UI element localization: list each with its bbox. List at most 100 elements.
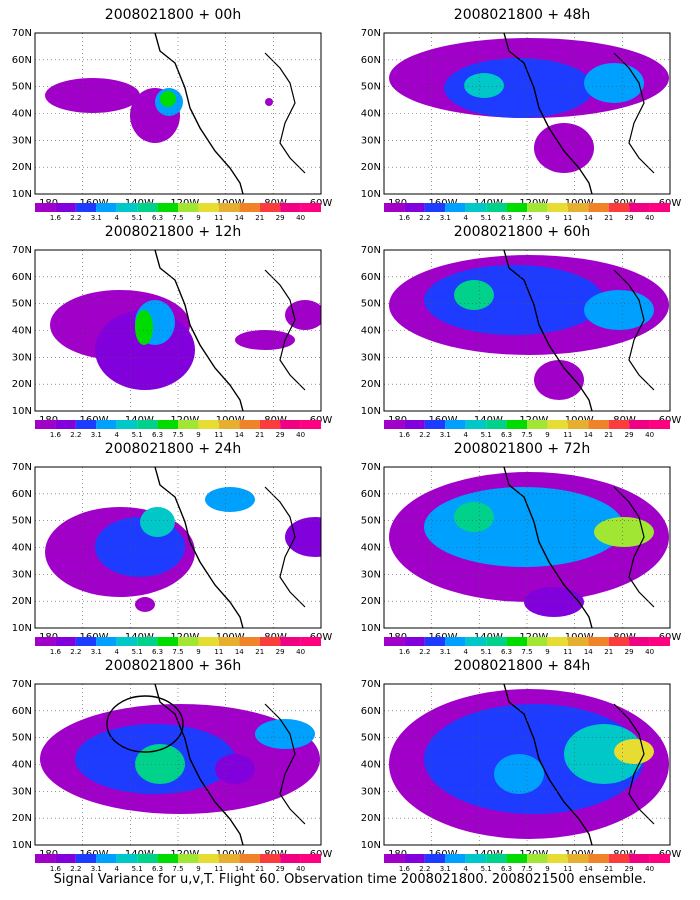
map-canvas: 10N20N30N40N50N60N70N180160W140W120W100W…	[361, 462, 682, 656]
colorbar-label: 14	[584, 865, 593, 873]
lat-label: 30N	[361, 135, 381, 146]
colorbar-swatch	[157, 637, 178, 646]
colorbar-label: 40	[296, 865, 305, 873]
variance-contour	[235, 330, 295, 350]
colorbar-label: 11	[563, 865, 572, 873]
colorbar-label: 1.6	[50, 431, 62, 439]
colorbar-swatch	[424, 637, 446, 646]
map-panel-36h: 2008021800 + 36h10N20N30N40N50N60N70N180…	[3, 658, 343, 876]
colorbar-swatch	[445, 854, 466, 863]
colorbar-swatch	[404, 637, 425, 646]
colorbar-label: 6.3	[501, 431, 512, 439]
colorbar-label: 6.3	[501, 214, 512, 222]
lat-label: 50N	[12, 299, 32, 310]
colorbar-swatch	[198, 203, 219, 212]
colorbar-swatch	[547, 854, 568, 863]
colorbar-swatch	[588, 854, 609, 863]
lon-label: 60W	[310, 198, 333, 209]
colorbar-label: 5.1	[481, 648, 492, 656]
coastline-west	[154, 684, 244, 845]
colorbar-label: 14	[235, 214, 244, 222]
map-frame	[383, 249, 671, 412]
colorbar-swatch	[486, 637, 507, 646]
colorbar-swatch	[404, 854, 425, 863]
contour-fill	[45, 33, 306, 194]
colorbar-swatch	[239, 854, 260, 863]
colorbar-swatch	[116, 637, 138, 646]
colorbar-label: 29	[625, 648, 634, 656]
colorbar-label: 1.6	[50, 648, 62, 656]
lat-label: 10N	[361, 840, 381, 851]
colorbar-swatch	[259, 637, 281, 646]
colorbar-label: 21	[604, 648, 613, 656]
colorbar-swatch	[218, 420, 240, 429]
lon-label: 60W	[659, 849, 682, 860]
colorbar-label: 11	[563, 648, 572, 656]
map-panel-60h: 2008021800 + 60h10N20N30N40N50N60N70N180…	[352, 224, 692, 442]
figure-caption: Signal Variance for u,v,T. Flight 60. Ob…	[53, 872, 647, 887]
map-frame	[383, 683, 671, 846]
colorbar-label: 1.6	[50, 865, 62, 873]
colorbar-swatch	[649, 854, 670, 863]
colorbar-label: 6.3	[152, 648, 163, 656]
colorbar-swatch	[608, 203, 630, 212]
variance-contour	[534, 360, 584, 400]
colorbar-swatch	[567, 203, 589, 212]
colorbar-label: 5.1	[481, 431, 492, 439]
lat-label: 70N	[12, 28, 32, 39]
lat-label: 40N	[12, 760, 32, 771]
colorbar-swatch	[218, 637, 240, 646]
variance-contour	[265, 98, 273, 106]
lat-label: 60N	[361, 55, 381, 66]
map-panel-72h: 2008021800 + 72h10N20N30N40N50N60N70N180…	[352, 441, 692, 659]
panel-title: 2008021800 + 12h	[104, 224, 242, 240]
colorbar-label: 40	[645, 431, 654, 439]
lat-label: 60N	[12, 706, 32, 717]
colorbar-swatch	[486, 420, 507, 429]
map-frame	[34, 466, 322, 629]
lat-label: 70N	[12, 245, 32, 256]
colorbar-swatch	[96, 637, 117, 646]
colorbar-swatch	[527, 637, 548, 646]
map-frame	[34, 249, 322, 412]
colorbar-swatch	[55, 854, 76, 863]
colorbar-swatch	[239, 203, 260, 212]
lat-label: 50N	[12, 733, 32, 744]
contour-fill	[389, 684, 669, 845]
colorbar-label: 4	[463, 648, 468, 656]
variance-contour	[160, 91, 176, 107]
colorbar-label: 4	[114, 865, 119, 873]
lat-label: 20N	[361, 813, 381, 824]
colorbar-label: 9	[196, 214, 200, 222]
colorbar-label: 1.6	[399, 648, 411, 656]
panel-title: 2008021800 + 24h	[104, 441, 242, 457]
colorbar-label: 21	[604, 865, 613, 873]
lon-label: 60W	[310, 632, 333, 643]
colorbar-label: 9	[196, 431, 200, 439]
colorbar-label: 7.5	[172, 214, 183, 222]
colorbar-label: 5.1	[481, 865, 492, 873]
colorbar-swatch	[588, 203, 609, 212]
coastline-west	[503, 250, 593, 411]
coastline-east	[613, 486, 655, 608]
lat-label: 30N	[12, 135, 32, 146]
lat-label: 20N	[361, 379, 381, 390]
colorbar-swatch	[178, 854, 199, 863]
lon-label: 60W	[659, 415, 682, 426]
colorbar-swatch	[178, 420, 199, 429]
colorbar-label: 29	[276, 865, 285, 873]
colorbar-label: 2.2	[70, 648, 81, 656]
colorbar-label: 1.6	[50, 214, 62, 222]
colorbar-swatch	[608, 420, 630, 429]
colorbar-label: 7.5	[172, 431, 183, 439]
colorbar-swatch	[178, 637, 199, 646]
map-panel-24h: 2008021800 + 24h10N20N30N40N50N60N70N180…	[3, 441, 343, 659]
coastline-west	[503, 467, 593, 628]
lat-label: 50N	[12, 82, 32, 93]
colorbar-label: 9	[545, 431, 549, 439]
colorbar-label: 11	[214, 648, 223, 656]
lat-label: 70N	[361, 679, 381, 690]
colorbar-swatch	[75, 203, 97, 212]
colorbar-swatch	[588, 420, 609, 429]
lat-label: 20N	[12, 162, 32, 173]
